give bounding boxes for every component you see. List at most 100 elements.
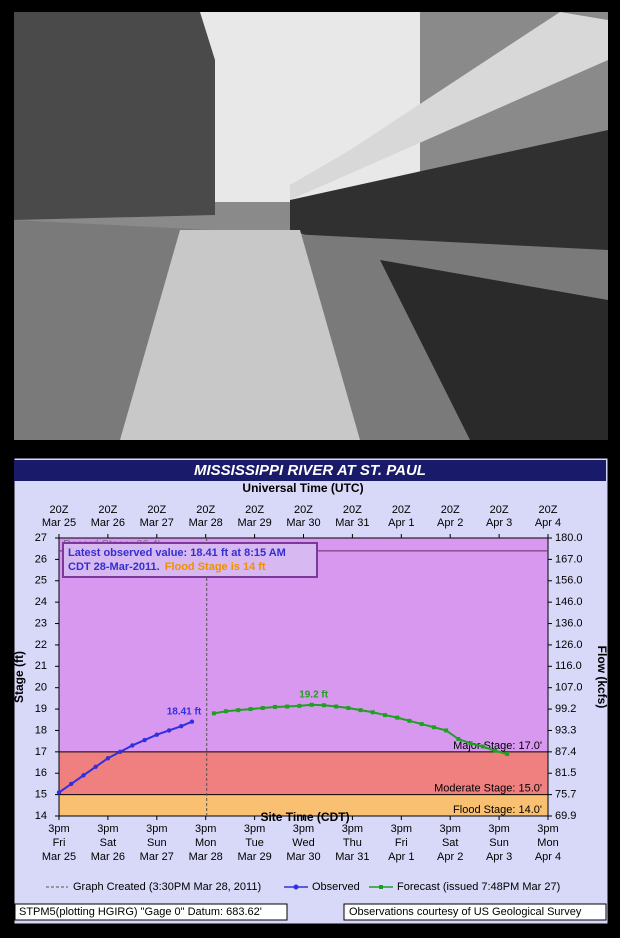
photo-sky — [200, 12, 420, 202]
forecast-point — [407, 718, 412, 723]
y2-tick-label: 99.2 — [555, 703, 576, 715]
x-tick-label: 3pm — [439, 823, 460, 835]
x2-tick-label: 20Z — [490, 504, 509, 516]
stage-band — [59, 794, 548, 816]
x-tick-label: 3pm — [48, 823, 69, 835]
x2-axis-title: Universal Time (UTC) — [242, 481, 363, 495]
x-tick-label: Mar 31 — [335, 851, 369, 863]
x-tick-label: Mar 29 — [237, 851, 271, 863]
x-tick-label: 3pm — [537, 823, 558, 835]
x2-tick-label: 20Z — [294, 504, 313, 516]
observed-point — [130, 743, 135, 748]
forecast-point — [370, 710, 375, 715]
x-tick-label: Fri — [395, 837, 408, 849]
forecast-point — [297, 703, 302, 708]
y-tick-label: 18 — [35, 724, 47, 736]
y2-tick-label: 116.0 — [555, 660, 582, 672]
x-tick-label: 3pm — [195, 823, 216, 835]
stage-label: Moderate Stage: 15.0' — [434, 783, 542, 795]
y2-tick-label: 180.0 — [555, 532, 583, 544]
x2-tick-label: Mar 30 — [286, 517, 320, 529]
y-tick-label: 15 — [35, 789, 47, 801]
y2-tick-label: 156.0 — [555, 575, 583, 587]
legend-created: Graph Created (3:30PM Mar 28, 2011) — [73, 881, 261, 893]
forecast-point — [309, 702, 314, 707]
x-axis-title: Site Time (CDT) — [260, 810, 349, 824]
legend-forecast-marker — [379, 885, 383, 889]
x-tick-label: 3pm — [342, 823, 363, 835]
x-tick-label: Sun — [489, 837, 509, 849]
x-tick-label: Mar 26 — [91, 851, 125, 863]
y2-tick-label: 69.9 — [555, 810, 576, 822]
forecast-point — [321, 703, 326, 708]
x-tick-label: Tue — [245, 837, 264, 849]
forecast-point — [505, 751, 510, 756]
x2-tick-label: 20Z — [441, 504, 460, 516]
y-tick-label: 20 — [35, 682, 47, 694]
x2-tick-label: Mar 31 — [335, 517, 369, 529]
y2-tick-label: 107.0 — [555, 682, 583, 694]
forecast-point — [260, 706, 265, 711]
stage-label: Flood Stage: 14.0' — [453, 804, 542, 816]
x-tick-label: 3pm — [488, 823, 509, 835]
photo-buildings — [14, 12, 215, 220]
forecast-point — [272, 704, 277, 709]
x-tick-label: Sun — [147, 837, 167, 849]
info-box — [62, 542, 318, 578]
x2-tick-label: 20Z — [343, 504, 362, 516]
legend-forecast: Forecast (issued 7:48PM Mar 27) — [397, 881, 560, 893]
info-line2-date: CDT 28-Mar-2011. — [68, 561, 160, 573]
y2-tick-label: 75.7 — [555, 789, 576, 801]
series-value-label: 18.41 ft — [167, 706, 202, 717]
x2-tick-label: 20Z — [50, 504, 69, 516]
forecast-point — [285, 704, 290, 709]
x-tick-label: Mar 30 — [286, 851, 320, 863]
forecast-point — [346, 706, 351, 711]
y-tick-label: 26 — [35, 553, 47, 565]
chart-title: MISSISSIPPI RIVER AT ST. PAUL — [194, 462, 426, 479]
x-tick-label: 3pm — [244, 823, 265, 835]
observed-point — [154, 732, 159, 737]
y-tick-label: 14 — [35, 810, 47, 822]
forecast-point — [468, 741, 473, 746]
x2-tick-label: Apr 3 — [486, 517, 512, 529]
forecast-point — [431, 725, 436, 730]
x2-tick-label: Apr 1 — [388, 517, 414, 529]
x-tick-label: Apr 2 — [437, 851, 463, 863]
x-tick-label: Mar 28 — [189, 851, 223, 863]
x2-tick-label: Mar 26 — [91, 517, 125, 529]
observed-point — [166, 728, 172, 733]
forecast-point — [211, 711, 216, 716]
x-tick-label: Mar 25 — [42, 851, 76, 863]
info-line1: Latest observed value: 18.41 ft at 8:15 … — [68, 547, 286, 559]
y-tick-label: 24 — [35, 596, 47, 608]
forecast-point — [248, 707, 253, 712]
x-tick-label: Fri — [53, 837, 66, 849]
y-tick-label: 17 — [35, 746, 47, 758]
y2-tick-label: 126.0 — [555, 639, 583, 651]
y-tick-label: 21 — [35, 660, 47, 672]
x-tick-label: 3pm — [391, 823, 412, 835]
x2-tick-label: 20Z — [147, 504, 166, 516]
photo-reflection — [120, 230, 360, 440]
series-value-label: 19.2 ft — [299, 689, 329, 700]
stage-band — [59, 751, 548, 795]
x2-tick-label: 20Z — [392, 504, 411, 516]
info-flood: Flood Stage is 14 ft — [165, 561, 266, 573]
forecast-point — [395, 715, 400, 720]
forecast-point — [236, 708, 241, 713]
x-tick-label: Mar 27 — [140, 851, 174, 863]
legend-observed: Observed — [312, 881, 360, 893]
observed-point — [105, 756, 111, 761]
legend-observed-marker — [293, 884, 299, 890]
forecast-point — [224, 709, 229, 714]
y-tick-label: 23 — [35, 617, 47, 629]
y2-tick-label: 87.4 — [555, 746, 576, 758]
observed-point — [179, 723, 184, 729]
x2-tick-label: Apr 4 — [535, 517, 561, 529]
x-tick-label: Apr 1 — [388, 851, 414, 863]
x-tick-label: Sat — [100, 837, 117, 849]
x-tick-label: Apr 4 — [535, 851, 561, 863]
observed-point — [56, 790, 62, 795]
